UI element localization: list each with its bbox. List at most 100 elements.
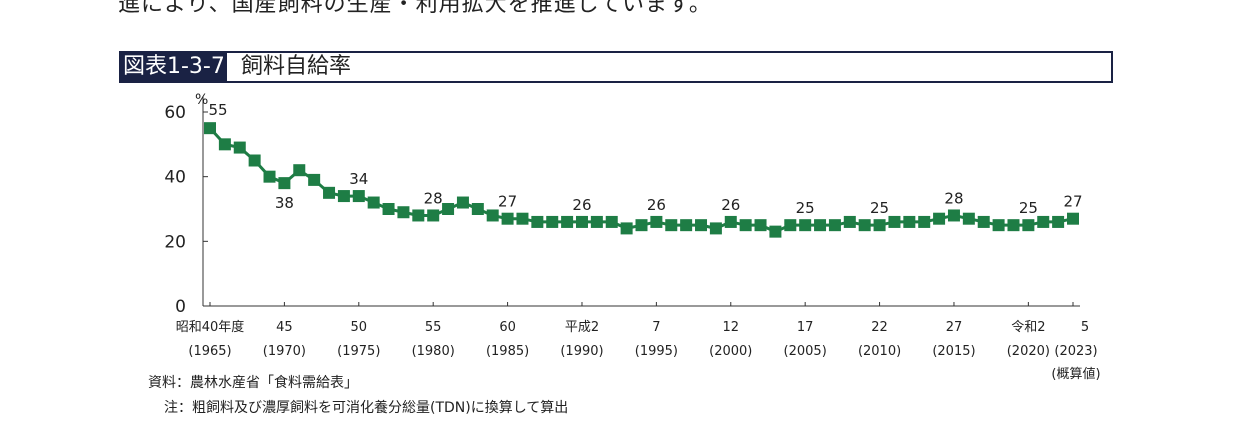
data-point — [888, 215, 901, 228]
data-point — [739, 219, 752, 232]
data-point — [367, 196, 380, 209]
y-tick-label: 40 — [164, 168, 186, 188]
data-point — [352, 190, 365, 203]
x-tick-sublabel: (1970) — [263, 344, 306, 359]
x-tick-sublabel: (2005) — [784, 344, 827, 359]
data-point — [799, 219, 812, 232]
data-label: 25 — [1019, 199, 1038, 217]
x-tick-label: 27 — [946, 320, 963, 335]
data-point — [1067, 212, 1079, 225]
x-tick-sublabel: (2000) — [709, 344, 752, 359]
data-point — [858, 219, 871, 232]
x-tick-sublabel: (2020) — [1007, 344, 1050, 359]
data-point — [590, 215, 603, 228]
data-point — [873, 219, 886, 232]
data-label: 25 — [870, 199, 889, 217]
data-point — [382, 203, 395, 215]
x-tick-note: (概算値) — [1051, 366, 1100, 382]
data-point — [933, 212, 946, 225]
data-label: 38 — [275, 194, 294, 212]
x-tick-label: 令和2 — [1011, 320, 1045, 335]
data-point — [843, 215, 856, 228]
y-tick-label: 0 — [175, 297, 186, 317]
figure-number-badge: 図表1-3-7 — [121, 53, 227, 81]
data-point — [680, 219, 693, 232]
x-tick-label: 45 — [276, 320, 293, 335]
data-point — [442, 203, 455, 215]
figure-header: 図表1-3-7 飼料自給率 — [119, 51, 1113, 83]
data-point — [561, 215, 574, 228]
data-point — [501, 212, 514, 225]
y-tick-label: 60 — [164, 103, 186, 123]
data-point — [1007, 219, 1020, 232]
data-point — [471, 203, 484, 215]
data-point — [695, 219, 708, 232]
data-point — [278, 177, 291, 190]
data-point — [724, 215, 737, 228]
data-point — [947, 209, 960, 222]
x-tick-label: 60 — [499, 320, 516, 335]
data-point — [605, 215, 618, 228]
source-note: 資料：農林水産省「食料需給表」 — [148, 375, 358, 391]
data-point — [709, 222, 722, 235]
x-tick-sublabel: (2015) — [932, 344, 975, 359]
data-point — [486, 209, 499, 222]
data-point — [1052, 215, 1065, 228]
data-label: 27 — [1063, 193, 1082, 211]
x-tick-label: 17 — [797, 320, 814, 335]
x-tick-sublabel: (1975) — [337, 344, 380, 359]
x-tick-sublabel: (1965) — [188, 344, 231, 359]
y-axis-unit: % — [195, 92, 208, 108]
x-tick-label: 昭和40年度 — [176, 319, 245, 335]
figure-title: 飼料自給率 — [241, 54, 352, 79]
x-tick-sublabel: (1990) — [560, 344, 603, 359]
x-tick-sublabel: (1985) — [486, 344, 529, 359]
data-point — [635, 219, 648, 232]
data-point — [233, 141, 246, 154]
data-point — [218, 138, 231, 151]
data-point — [754, 219, 767, 232]
data-point — [397, 206, 410, 219]
data-point — [665, 219, 678, 232]
data-point — [323, 186, 336, 199]
data-label: 26 — [572, 196, 591, 214]
data-label: 55 — [208, 101, 227, 119]
data-point — [531, 215, 544, 228]
x-tick-sublabel: (1995) — [635, 344, 678, 359]
data-point — [992, 219, 1005, 232]
data-label: 26 — [721, 196, 740, 214]
data-point — [546, 215, 559, 228]
data-label: 27 — [498, 193, 517, 211]
data-label: 34 — [349, 170, 368, 188]
y-tick-label: 20 — [164, 232, 186, 252]
x-tick-label: 平成2 — [565, 320, 599, 335]
data-point — [903, 215, 916, 228]
data-point — [308, 173, 321, 186]
x-tick-label: 5 — [1081, 320, 1089, 335]
data-point — [977, 215, 990, 228]
data-point — [293, 164, 306, 177]
data-point — [204, 122, 216, 135]
data-point — [575, 215, 588, 228]
data-point — [620, 222, 633, 235]
data-point — [337, 190, 350, 203]
data-point — [248, 154, 261, 167]
x-tick-sublabel: (2023) — [1054, 344, 1097, 359]
data-point — [784, 219, 797, 232]
data-point — [263, 170, 276, 183]
data-point — [650, 215, 663, 228]
data-point — [769, 225, 782, 238]
data-point — [412, 209, 425, 222]
x-tick-label: 50 — [351, 320, 368, 335]
data-point — [962, 212, 975, 225]
data-point — [814, 219, 827, 232]
footnote: 注：粗飼料及び濃厚飼料を可消化養分総量(TDN)に換算して算出 — [164, 400, 569, 416]
x-tick-sublabel: (1980) — [412, 344, 455, 359]
data-point — [1022, 219, 1035, 232]
data-point — [1037, 215, 1050, 228]
data-point — [918, 215, 931, 228]
data-point — [828, 219, 841, 232]
data-label: 26 — [647, 196, 666, 214]
data-point — [516, 212, 529, 225]
